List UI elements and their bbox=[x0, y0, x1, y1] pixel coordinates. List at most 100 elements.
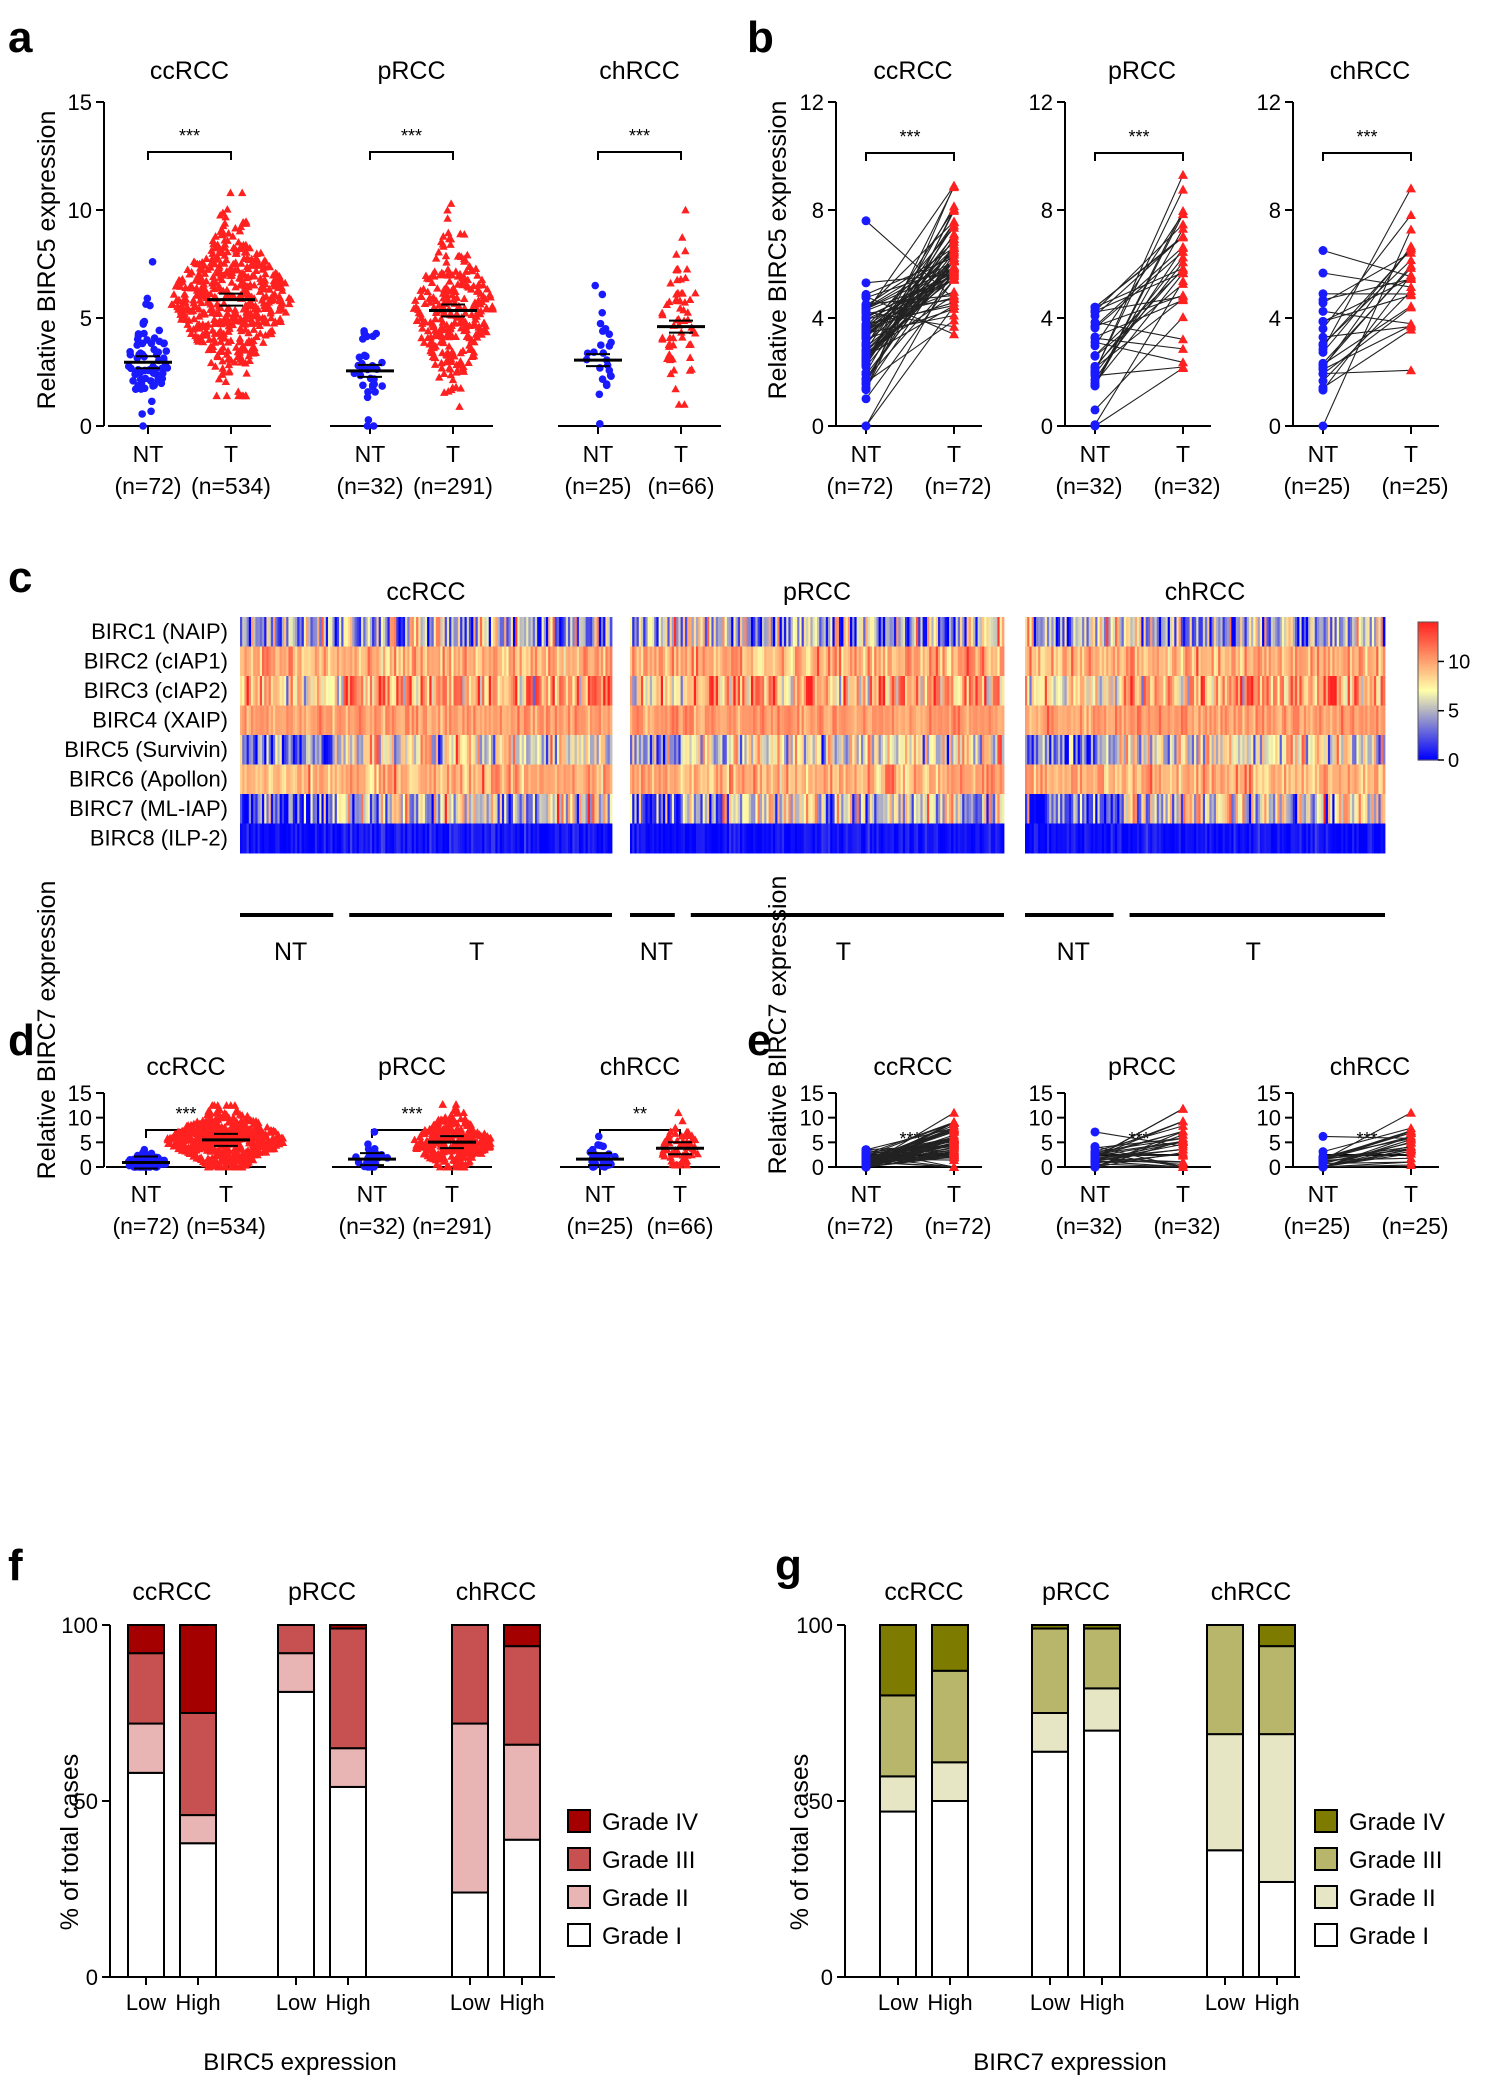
heatmap-cell bbox=[396, 676, 399, 706]
heatmap-cell bbox=[1246, 617, 1250, 647]
heatmap-cell bbox=[874, 823, 877, 854]
panel-e-ylabel: Relative BIRC7 expression bbox=[764, 876, 792, 1175]
heatmap-cell bbox=[1275, 705, 1278, 736]
heatmap-cell bbox=[1139, 617, 1142, 647]
heatmap-cell bbox=[968, 823, 972, 854]
g-b-pair-line bbox=[865, 311, 955, 328]
heatmap-cell bbox=[946, 735, 950, 765]
heatmap-cell bbox=[946, 794, 950, 824]
heatmap-cell bbox=[411, 735, 415, 765]
heatmap-cell bbox=[1268, 705, 1272, 736]
g-a-t-point bbox=[167, 300, 176, 308]
heatmap-cell bbox=[781, 823, 785, 854]
g-b-pair-line bbox=[1094, 267, 1184, 308]
heatmap-cell bbox=[380, 646, 384, 677]
heatmap-cell bbox=[920, 823, 923, 854]
heatmap-cell bbox=[918, 794, 921, 824]
heatmap-cell bbox=[746, 735, 750, 765]
g-a-t-point bbox=[180, 309, 190, 318]
heatmap-cell bbox=[766, 617, 769, 647]
heatmap-cell bbox=[1117, 676, 1120, 706]
heatmap-cell bbox=[554, 646, 558, 677]
heatmap-cell bbox=[253, 764, 256, 795]
heatmap-cell bbox=[988, 735, 992, 765]
heatmap-cell bbox=[376, 646, 380, 677]
heatmap-cell bbox=[740, 823, 743, 854]
heatmap-cell bbox=[1073, 646, 1076, 677]
heatmap-cell bbox=[1165, 705, 1169, 736]
heatmap-cell bbox=[396, 764, 399, 795]
heatmap-cell bbox=[865, 617, 868, 647]
heatmap-cell bbox=[790, 823, 794, 854]
g-b-pair-line bbox=[865, 221, 955, 310]
heatmap-cell bbox=[323, 646, 327, 677]
heatmap-cell bbox=[1345, 646, 1349, 677]
heatmap-cell bbox=[863, 705, 866, 736]
heatmap-cell bbox=[645, 705, 648, 736]
heatmap-cell bbox=[433, 823, 437, 854]
heatmap-cell bbox=[510, 705, 514, 736]
heatmap-cell bbox=[667, 676, 670, 706]
heatmap-cell bbox=[889, 705, 893, 736]
heatmap-cell bbox=[982, 705, 985, 736]
panel-letter-g: g bbox=[775, 1541, 802, 1590]
g-b-pair-line bbox=[1094, 246, 1184, 327]
heatmap-cell bbox=[942, 646, 945, 677]
heatmap-cell bbox=[913, 764, 917, 795]
heatmap-cell bbox=[1152, 617, 1155, 647]
g-a-t-point bbox=[416, 291, 426, 300]
heatmap-cell bbox=[1268, 676, 1272, 706]
heatmap-cell bbox=[696, 764, 699, 795]
heatmap-cell bbox=[777, 794, 780, 824]
heatmap-cell bbox=[955, 646, 959, 677]
heatmap-cell bbox=[698, 823, 701, 854]
heatmap-cell bbox=[770, 676, 774, 706]
heatmap-cell bbox=[246, 617, 250, 647]
heatmap-cell bbox=[918, 705, 921, 736]
heatmap-cell bbox=[810, 676, 813, 706]
heatmap-cell bbox=[1169, 705, 1173, 736]
heatmap-cell bbox=[1253, 705, 1256, 736]
heatmap-cell bbox=[317, 646, 320, 677]
heatmap-cell bbox=[865, 764, 868, 795]
heatmap-cell bbox=[665, 705, 668, 736]
heatmap-cell bbox=[367, 646, 371, 677]
heatmap-cell bbox=[1380, 705, 1384, 736]
heatmap-cell bbox=[576, 617, 580, 647]
heatmap-cell bbox=[1215, 676, 1219, 706]
heatmap-cell bbox=[530, 764, 534, 795]
heatmap-cell bbox=[689, 794, 692, 824]
g-a-t-point bbox=[237, 269, 246, 277]
heatmap-cell bbox=[929, 764, 932, 795]
heatmap-cell bbox=[1332, 646, 1335, 677]
heatmap-cell bbox=[259, 764, 263, 795]
heatmap-cell bbox=[548, 617, 551, 647]
heatmap-cell bbox=[647, 794, 651, 824]
heatmap-cell bbox=[251, 764, 254, 795]
heatmap-cell bbox=[519, 735, 523, 765]
g-a-t-point bbox=[444, 286, 453, 294]
heatmap-cell bbox=[246, 705, 250, 736]
heatmap-cell bbox=[900, 794, 904, 824]
heatmap-cell bbox=[841, 823, 844, 854]
heatmap-cell bbox=[499, 705, 503, 736]
heatmap-cell bbox=[788, 735, 791, 765]
heatmap-cell bbox=[598, 676, 602, 706]
heatmap-cell bbox=[795, 676, 798, 706]
heatmap-cell bbox=[909, 705, 912, 736]
heatmap-cell bbox=[605, 646, 608, 677]
heatmap-cell bbox=[711, 646, 714, 677]
g-a-t-point bbox=[429, 303, 439, 311]
g-b-t-point bbox=[1406, 321, 1416, 331]
heatmap-cell bbox=[416, 676, 419, 706]
heatmap-cell bbox=[891, 705, 895, 736]
g-a-t-point bbox=[685, 353, 695, 361]
heatmap-cell bbox=[704, 823, 708, 854]
heatmap-cell bbox=[1299, 705, 1302, 736]
heatmap-cell bbox=[295, 794, 298, 824]
heatmap-cell bbox=[1031, 617, 1035, 647]
heatmap-cell bbox=[317, 764, 320, 795]
g-a-t-point bbox=[222, 255, 231, 264]
heatmap-cell bbox=[581, 735, 584, 765]
heatmap-cell bbox=[352, 823, 355, 854]
